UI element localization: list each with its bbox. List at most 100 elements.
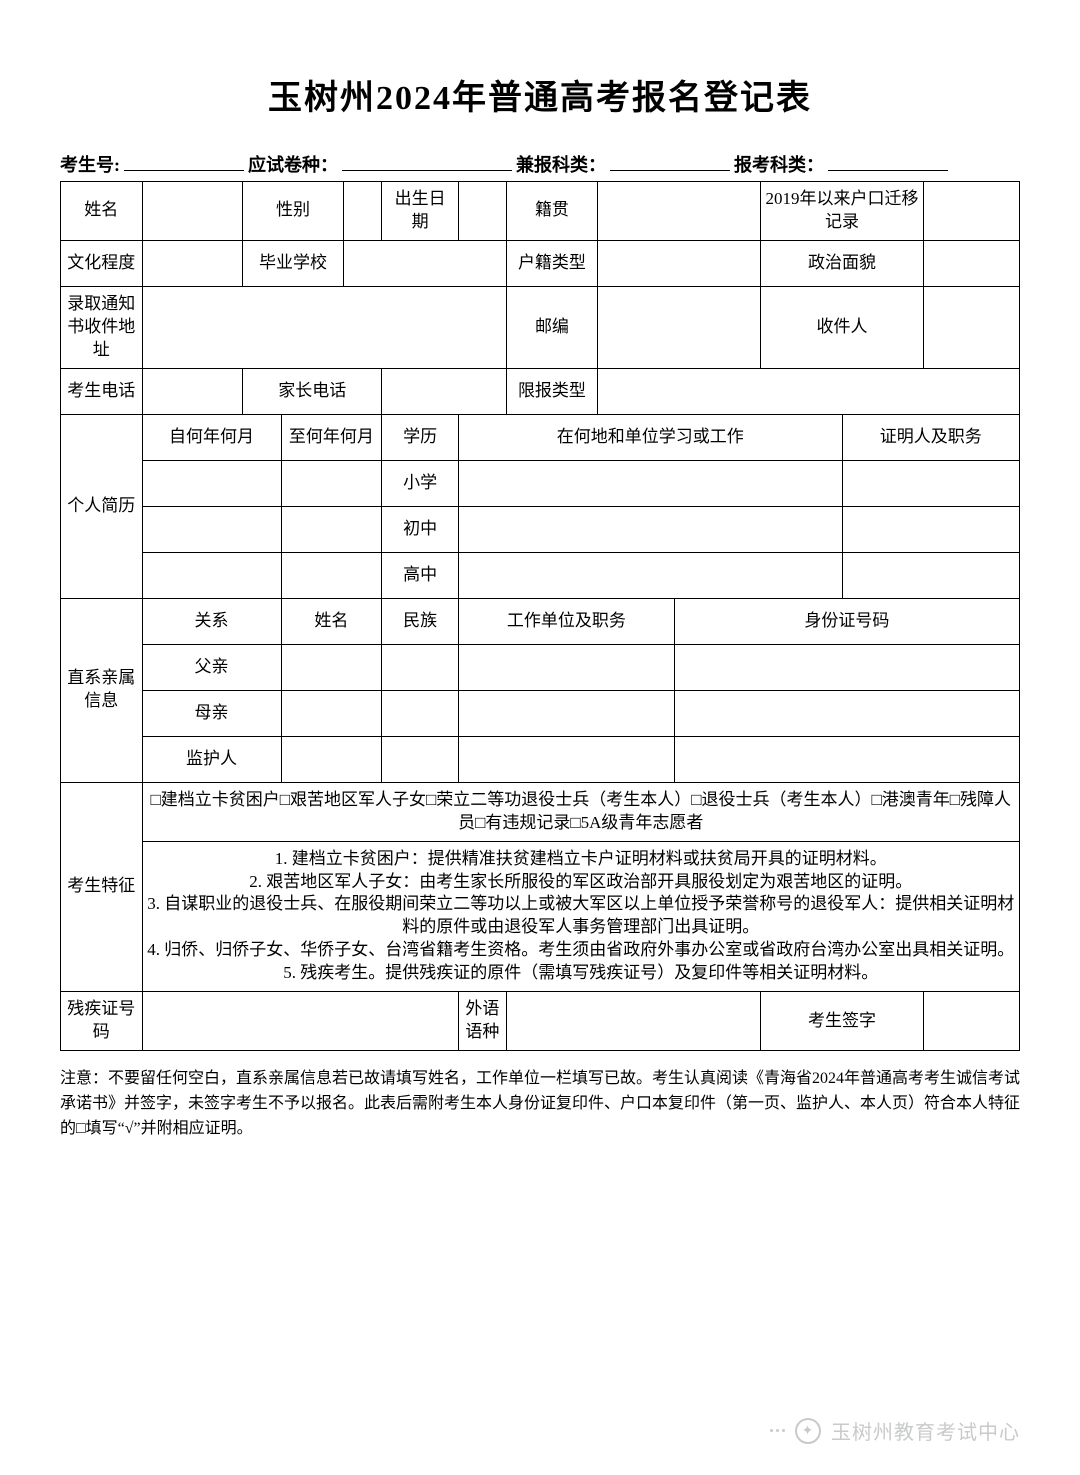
page: 玉树州2024年普通高考报名登记表 考生号: 应试卷种： 兼报科类： 报考科类：…	[0, 0, 1080, 1475]
native-label: 籍贯	[506, 182, 597, 241]
resume-primary-prover[interactable]	[842, 460, 1020, 506]
family-father-name[interactable]	[281, 644, 382, 690]
resume-prover-label: 证明人及职务	[842, 414, 1020, 460]
watermark-text: 玉树州教育考试中心	[831, 1416, 1020, 1445]
hukou-move-label: 2019年以来户口迁移记录	[761, 182, 924, 241]
limit-type-label: 限报类型	[506, 368, 597, 414]
resume-junior-prover[interactable]	[842, 506, 1020, 552]
gender-label: 性别	[243, 182, 344, 241]
recipient-value[interactable]	[924, 286, 1020, 368]
footer-note: 注意：不要留任何空白，直系亲属信息若已故请填写姓名，工作单位一栏填写已故。考生认…	[60, 1067, 1020, 1141]
resume-junior-where[interactable]	[458, 506, 842, 552]
resume-to-label: 至何年何月	[281, 414, 382, 460]
features-checkboxes[interactable]: □建档立卡贫困户□艰苦地区军人子女□荣立二等功退役士兵（考生本人）□退役士兵（考…	[142, 782, 1020, 841]
resume-primary-label: 小学	[382, 460, 459, 506]
wechat-dots-icon	[770, 1429, 785, 1432]
features-line-5: 5. 残疾考生。提供残疾证的原件（需填写残疾证号）及复印件等相关证明材料。	[147, 962, 1016, 985]
political-label: 政治面貌	[761, 240, 924, 286]
recipient-label: 收件人	[761, 286, 924, 368]
parent-phone-value[interactable]	[382, 368, 507, 414]
dob-label: 出生日期	[382, 182, 459, 241]
wechat-icon: ✦	[795, 1418, 821, 1444]
family-guardian-idno[interactable]	[674, 736, 1019, 782]
zip-label: 邮编	[506, 286, 597, 368]
form-title: 玉树州2024年普通高考报名登记表	[60, 70, 1020, 119]
resume-senior-to[interactable]	[281, 552, 382, 598]
name-label: 姓名	[61, 182, 143, 241]
resume-primary-where[interactable]	[458, 460, 842, 506]
paper-type-label: 应试卷种：	[248, 151, 338, 177]
edu-value[interactable]	[142, 240, 243, 286]
family-father-ethnic[interactable]	[382, 644, 459, 690]
family-section-label: 直系亲属信息	[61, 598, 143, 782]
family-mother-ethnic[interactable]	[382, 690, 459, 736]
foreign-lang-label: 外语语种	[458, 992, 506, 1051]
zip-value[interactable]	[597, 286, 760, 368]
limit-type-value[interactable]	[597, 368, 1019, 414]
foreign-lang-value[interactable]	[506, 992, 760, 1051]
disabled-no-value[interactable]	[142, 992, 458, 1051]
family-guardian-label: 监护人	[142, 736, 281, 782]
features-section-label: 考生特征	[61, 782, 143, 992]
resume-degree-label: 学历	[382, 414, 459, 460]
resume-from-label: 自何年何月	[142, 414, 281, 460]
resume-senior-prover[interactable]	[842, 552, 1020, 598]
resume-junior-label: 初中	[382, 506, 459, 552]
family-work-label: 工作单位及职务	[458, 598, 674, 644]
features-line-2: 2. 艰苦地区军人子女：由考生家长所服役的军区政治部开具服役划定为艰苦地区的证明…	[147, 871, 1016, 894]
native-value[interactable]	[597, 182, 760, 241]
family-father-work[interactable]	[458, 644, 674, 690]
resume-primary-from[interactable]	[142, 460, 281, 506]
meta-row: 考生号: 应试卷种： 兼报科类： 报考科类：	[60, 149, 1020, 177]
hukou-type-value[interactable]	[597, 240, 760, 286]
combo-label: 兼报科类：	[516, 151, 606, 177]
addr-label: 录取通知书收件地址	[61, 286, 143, 368]
school-value[interactable]	[343, 240, 506, 286]
family-name-label: 姓名	[281, 598, 382, 644]
resume-senior-label: 高中	[382, 552, 459, 598]
parent-phone-label: 家长电话	[243, 368, 382, 414]
combo-value[interactable]	[610, 149, 730, 171]
features-line-1: 1. 建档立卡贫困户：提供精准扶贫建档立卡户证明材料或扶贫局开具的证明材料。	[147, 848, 1016, 871]
wechat-watermark: ✦ 玉树州教育考试中心	[770, 1416, 1020, 1445]
political-value[interactable]	[924, 240, 1020, 286]
family-mother-name[interactable]	[281, 690, 382, 736]
disabled-no-label: 残疾证号码	[61, 992, 143, 1051]
exam-no-label: 考生号:	[60, 151, 120, 177]
hukou-move-value[interactable]	[924, 182, 1020, 241]
phone-value[interactable]	[142, 368, 243, 414]
resume-junior-from[interactable]	[142, 506, 281, 552]
family-father-label: 父亲	[142, 644, 281, 690]
addr-value[interactable]	[142, 286, 506, 368]
family-father-idno[interactable]	[674, 644, 1019, 690]
resume-senior-from[interactable]	[142, 552, 281, 598]
apply-value[interactable]	[828, 149, 948, 171]
hukou-type-label: 户籍类型	[506, 240, 597, 286]
gender-value[interactable]	[343, 182, 381, 241]
family-guardian-work[interactable]	[458, 736, 674, 782]
phone-label: 考生电话	[61, 368, 143, 414]
name-value[interactable]	[142, 182, 243, 241]
features-notes: 1. 建档立卡贫困户：提供精准扶贫建档立卡户证明材料或扶贫局开具的证明材料。 2…	[142, 841, 1020, 992]
resume-junior-to[interactable]	[281, 506, 382, 552]
registration-table: 姓名 性别 出生日期 籍贯 2019年以来户口迁移记录 文化程度 毕业学校 户籍…	[60, 181, 1020, 1051]
sign-value[interactable]	[924, 992, 1020, 1051]
sign-label: 考生签字	[761, 992, 924, 1051]
features-line-4: 4. 归侨、归侨子女、华侨子女、台湾省籍考生资格。考生须由省政府外事办公室或省政…	[147, 939, 1016, 962]
family-mother-idno[interactable]	[674, 690, 1019, 736]
resume-primary-to[interactable]	[281, 460, 382, 506]
resume-senior-where[interactable]	[458, 552, 842, 598]
exam-no-value[interactable]	[124, 149, 244, 171]
family-ethnic-label: 民族	[382, 598, 459, 644]
features-line-3: 3. 自谋职业的退役士兵、在服役期间荣立二等功以上或被大军区以上单位授予荣誉称号…	[147, 893, 1016, 939]
edu-label: 文化程度	[61, 240, 143, 286]
apply-label: 报考科类：	[734, 151, 824, 177]
family-relation-label: 关系	[142, 598, 281, 644]
school-label: 毕业学校	[243, 240, 344, 286]
dob-value[interactable]	[458, 182, 506, 241]
paper-type-value[interactable]	[342, 149, 512, 171]
family-guardian-name[interactable]	[281, 736, 382, 782]
family-mother-work[interactable]	[458, 690, 674, 736]
family-guardian-ethnic[interactable]	[382, 736, 459, 782]
family-mother-label: 母亲	[142, 690, 281, 736]
